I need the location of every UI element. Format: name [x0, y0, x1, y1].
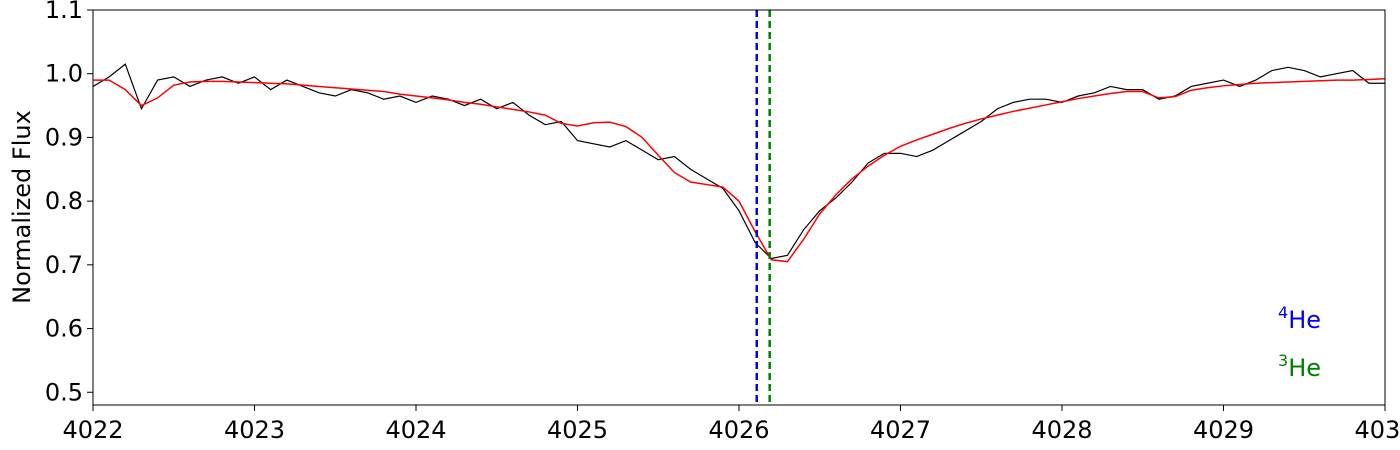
- y-tick-label: 0.9: [45, 123, 83, 151]
- x-tick-label: 4022: [62, 416, 123, 444]
- plot-frame: [92, 9, 1386, 406]
- x-tick-label: 4028: [1031, 416, 1092, 444]
- x-tick-label: 4026: [708, 416, 769, 444]
- y-axis-label: Normalized Flux: [8, 110, 36, 304]
- x-tick-label: 4023: [224, 416, 285, 444]
- marker-label: 4He: [1278, 303, 1321, 334]
- x-tick-label: 4029: [1193, 416, 1254, 444]
- series-line: [93, 63, 1385, 260]
- y-tick-label: 0.7: [45, 251, 83, 279]
- y-tick-label: 1.0: [45, 60, 83, 88]
- x-tick-label: 4024: [385, 416, 446, 444]
- marker-label-sup: 4: [1278, 303, 1288, 322]
- x-tick-label: 4025: [547, 416, 608, 444]
- marker-label: 3He: [1278, 351, 1321, 382]
- marker-label-text: He: [1288, 354, 1321, 382]
- y-tick-label: 0.8: [45, 187, 83, 215]
- y-tick-label: 0.5: [45, 378, 83, 406]
- x-tick-label: 4030: [1354, 416, 1400, 444]
- marker-label-sup: 3: [1278, 351, 1288, 370]
- x-tick-label: 4027: [870, 416, 931, 444]
- series-line: [93, 78, 1385, 263]
- y-tick-label: 0.6: [45, 315, 83, 343]
- y-tick-label: 1.1: [45, 0, 83, 24]
- marker-label-text: He: [1288, 306, 1321, 334]
